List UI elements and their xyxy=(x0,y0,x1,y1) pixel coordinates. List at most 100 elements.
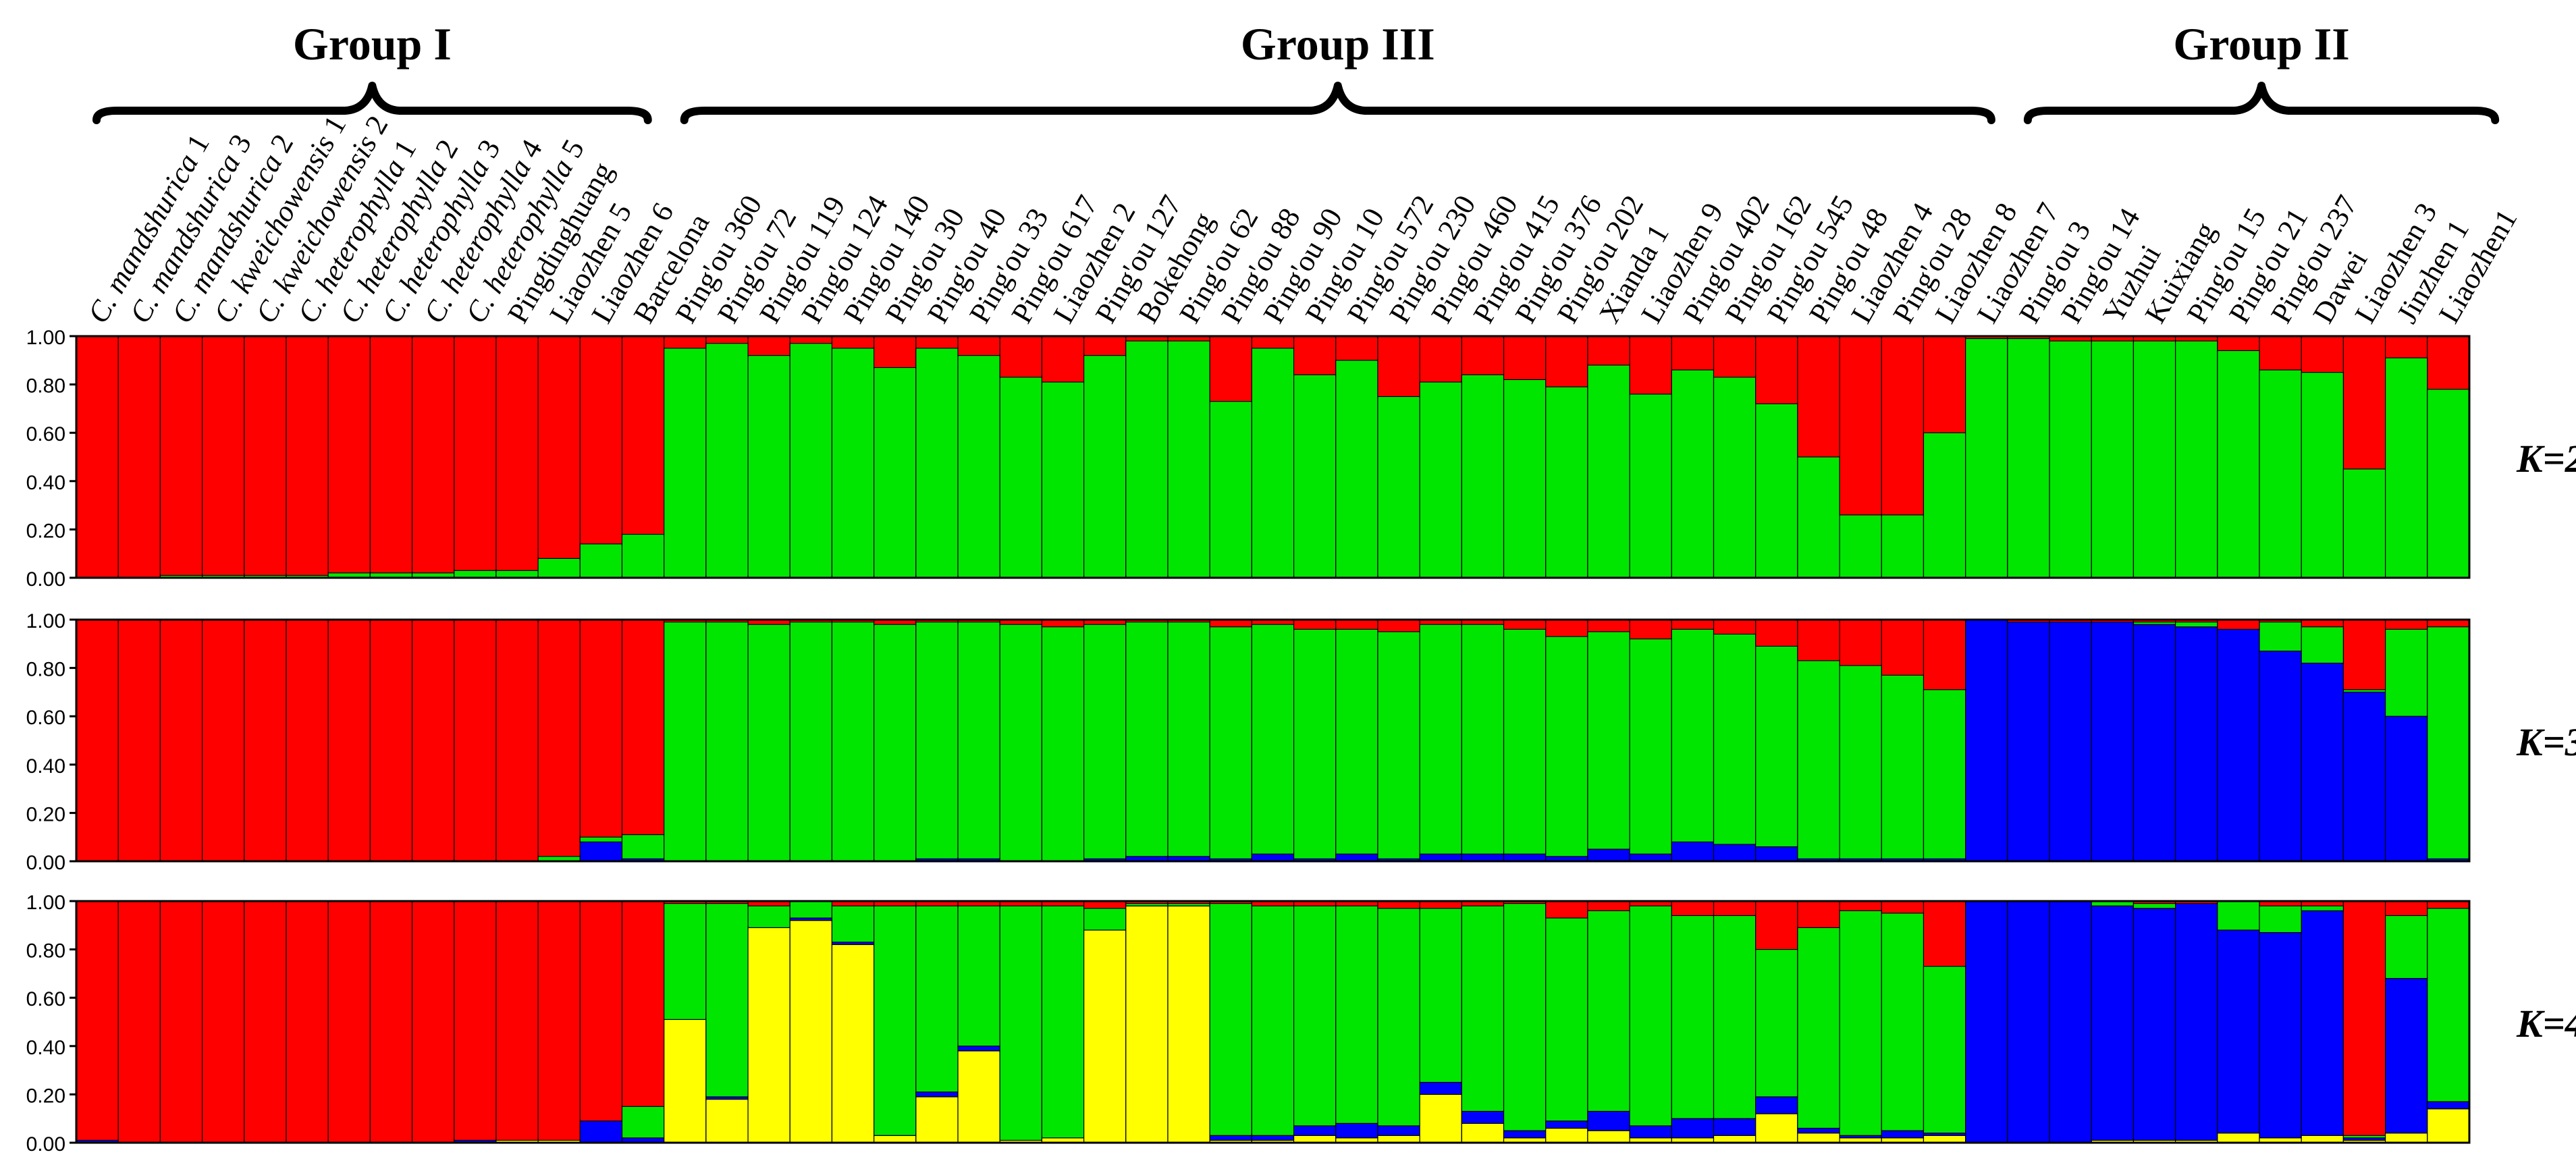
group-label: Group II xyxy=(2173,18,2349,70)
y-tick-label: 0.40 xyxy=(26,755,65,778)
bar-segment-blue xyxy=(2385,977,2428,1134)
bar-segment-blue xyxy=(2259,650,2302,862)
bar-segment-red xyxy=(201,619,245,862)
bar-segment-blue xyxy=(2091,905,2135,1141)
bar-segment-yellow xyxy=(2427,1108,2470,1143)
bar-segment-green xyxy=(1125,340,1169,578)
bar-segment-green xyxy=(2175,621,2218,628)
bar-segment-green xyxy=(1797,927,1840,1129)
bar-segment-green xyxy=(1713,915,1756,1119)
bar-segment-red xyxy=(411,900,455,1143)
bar-segment-green xyxy=(831,905,875,943)
bar-segment-green xyxy=(2301,905,2344,911)
bar-segment-red xyxy=(117,335,161,578)
bar-segment-blue xyxy=(1671,1118,1715,1139)
bar-segment-blue xyxy=(1419,853,1462,862)
bar-segment-green xyxy=(1461,624,1505,855)
bar-segment-red xyxy=(369,335,413,578)
bar-segment-green xyxy=(664,902,707,1021)
bar-segment-green xyxy=(1293,905,1337,1127)
bar-segment-blue xyxy=(1335,1122,1378,1139)
bar-segment-blue xyxy=(1461,853,1505,862)
bar-segment-yellow xyxy=(1713,1135,1756,1143)
bar-segment-green xyxy=(2427,908,2470,1102)
bar-segment-blue xyxy=(1503,1130,1547,1139)
bar-segment-green xyxy=(1671,915,1715,1119)
bar-segment-blue xyxy=(1377,1125,1420,1136)
bar-segment-red xyxy=(244,619,287,862)
group-label: Group I xyxy=(293,18,452,70)
bar-segment-blue xyxy=(1587,1110,1630,1131)
bar-segment-green xyxy=(621,834,665,860)
bar-segment-yellow xyxy=(1419,1093,1462,1143)
bar-segment-red xyxy=(369,900,413,1143)
bar-segment-yellow xyxy=(2301,1135,2344,1143)
bar-segment-blue xyxy=(2132,624,2176,862)
bar-segment-green xyxy=(831,621,875,862)
bar-segment-green xyxy=(1587,631,1630,850)
bar-segment-green xyxy=(1503,628,1547,855)
bar-segment-red xyxy=(159,619,203,862)
bar-segment-red xyxy=(495,900,539,1143)
bar-segment-green xyxy=(1881,674,1925,860)
bar-segment-red xyxy=(621,619,665,862)
bar-segment-green xyxy=(1209,626,1253,860)
bar-segment-green xyxy=(789,343,833,578)
bar-segment-green xyxy=(2175,340,2218,578)
y-tick-label: 0.00 xyxy=(26,1133,65,1156)
bar-segment-green xyxy=(454,570,497,578)
y-tick-label: 0.60 xyxy=(26,423,65,445)
y-tick-label: 1.00 xyxy=(26,610,65,632)
bar-segment-green xyxy=(1713,633,1756,845)
k-label: K=3 xyxy=(2516,720,2576,764)
bar-segment-green xyxy=(957,905,1000,1047)
bar-segment-yellow xyxy=(1755,1113,1798,1143)
bar-segment-yellow xyxy=(1167,905,1210,1143)
bar-segment-red xyxy=(537,900,581,1143)
bar-segment-green xyxy=(747,624,790,862)
bar-segment-blue xyxy=(1545,1120,1588,1129)
bar-segment-green xyxy=(2259,369,2302,578)
bar-segment-green xyxy=(1629,639,1672,855)
bar-segment-green xyxy=(1125,621,1169,857)
bar-segment-green xyxy=(1251,624,1295,855)
bar-segment-blue xyxy=(2091,621,2135,862)
bar-segment-green xyxy=(1797,660,1840,860)
bar-segment-red xyxy=(244,900,287,1143)
bar-segment-green xyxy=(1923,689,1966,860)
panel-k3: 0.00 0.20 0.40 0.60 0.80 1.00 K=3 xyxy=(26,610,2576,874)
bar-segment-blue xyxy=(2007,900,2050,1143)
bar-segment-green xyxy=(579,836,623,842)
bar-segment-green xyxy=(2217,900,2260,931)
bar-segment-green xyxy=(1923,432,1966,578)
bar-segment-blue xyxy=(2049,621,2092,862)
bar-segment-blue xyxy=(1797,1127,1840,1134)
bar-segment-yellow xyxy=(957,1050,1000,1143)
bar-segment-green xyxy=(1377,908,1420,1127)
bar-segment-green xyxy=(2385,357,2428,578)
y-tick-label: 1.00 xyxy=(26,327,65,349)
sample-labels: C. mandshurica 1C. mandshurica 3C. mands… xyxy=(81,110,2523,329)
bar-segment-red xyxy=(495,619,539,862)
bar-segment-green xyxy=(1881,913,1925,1131)
panel-frame xyxy=(75,900,2471,1144)
k-label: K=4 xyxy=(2516,1002,2576,1046)
bar-segment-red xyxy=(495,335,539,578)
bar-segment-red xyxy=(201,900,245,1143)
y-tick-label: 0.60 xyxy=(26,707,65,729)
bar-segment-green xyxy=(621,1106,665,1139)
bar-segment-green xyxy=(1293,374,1337,578)
bar-segment-green xyxy=(1167,621,1210,857)
bar-segment-green xyxy=(1545,386,1588,578)
bar-segment-green xyxy=(874,905,917,1136)
bar-segment-red xyxy=(454,619,497,862)
bar-segment-green xyxy=(2132,340,2176,578)
bar-segment-green xyxy=(1083,624,1127,860)
bar-segment-green xyxy=(2342,1135,2386,1139)
bar-segment-red xyxy=(286,335,329,578)
bar-segment-green xyxy=(2132,621,2176,625)
bar-segment-blue xyxy=(579,1120,623,1143)
bar-segment-blue xyxy=(2259,931,2302,1139)
bar-segment-green xyxy=(1041,905,1085,1139)
bar-segment-green xyxy=(2217,350,2260,578)
